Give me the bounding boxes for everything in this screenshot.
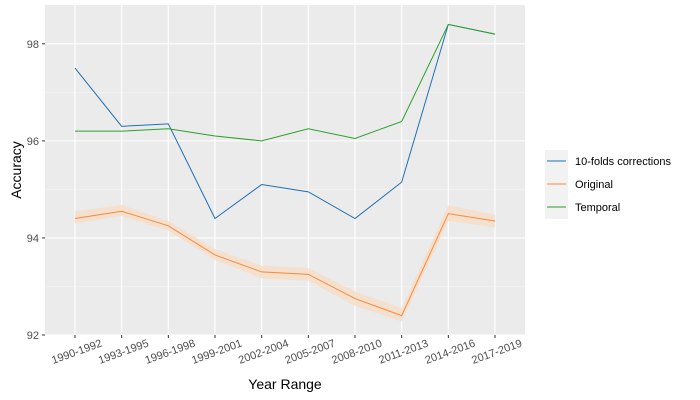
series-lines (74, 23, 496, 317)
x-tick-label: 1996-1998 (144, 338, 198, 367)
legend-label: Original (575, 179, 613, 191)
x-axis-title: Year Range (248, 376, 322, 392)
x-tick-label: 2005-2007 (284, 338, 338, 367)
y-tick-label: 92 (27, 330, 39, 342)
x-tick-label: 2008-2010 (330, 338, 384, 367)
confidence-band-original (75, 204, 495, 322)
y-tick-label: 96 (27, 136, 39, 148)
plot-panel (45, 5, 525, 335)
y-tick-label: 94 (27, 233, 39, 245)
minor-gridlines (45, 92, 525, 287)
legend-label: Temporal (575, 202, 620, 214)
series-line-temporal (75, 23, 496, 142)
series-line-10-folds-corrections (74, 23, 496, 220)
x-tick-label: 2014-2016 (424, 338, 478, 367)
confidence-bands (75, 204, 495, 322)
x-tick-label: 1990-1992 (50, 338, 104, 367)
series-line-original (74, 210, 496, 317)
x-tick-label: 2017-2019 (470, 338, 524, 367)
x-tick-label: 1999-2001 (190, 338, 244, 367)
x-tick-label: 2011-2013 (377, 338, 430, 367)
legend-label: 10-folds corrections (575, 156, 671, 168)
x-tick-label: 1993-1995 (97, 338, 151, 367)
y-axis-title: Accuracy (8, 141, 24, 199)
legend: 10-folds corrections Original Temporal (545, 150, 671, 219)
x-axis-ticks: 1990-19921993-19951996-19981999-20012002… (50, 335, 524, 367)
y-tick-label: 98 (27, 39, 39, 51)
y-axis-ticks: 92 94 96 98 (27, 39, 45, 342)
x-tick-label: 2002-2004 (237, 338, 291, 367)
